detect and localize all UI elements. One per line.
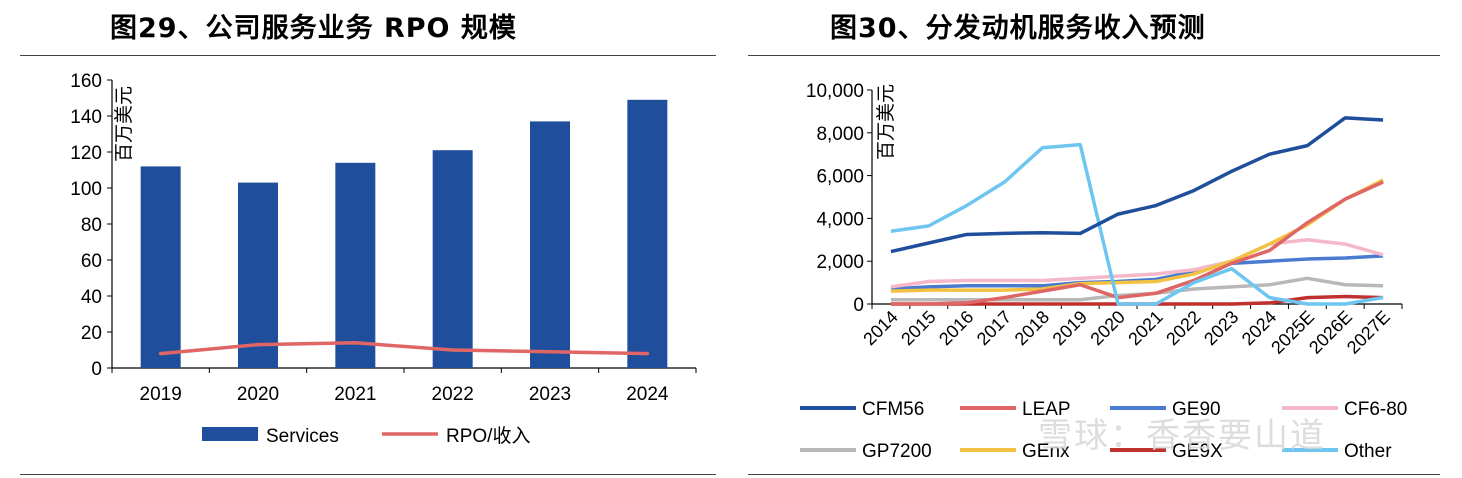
x-tick-label: 2019 [1049, 307, 1091, 349]
legend-label-Other: Other [1344, 441, 1392, 462]
legend-label-GP7200: GP7200 [862, 441, 932, 462]
x-tick-label: 2023 [1200, 307, 1242, 349]
legend-label-GEnx: GEnx [1022, 441, 1070, 462]
bar-2019 [140, 166, 181, 368]
y-axis-label: 百万美元 [875, 84, 897, 160]
line-point [645, 351, 650, 356]
x-tick-label: 2021 [334, 384, 376, 405]
y-tick-label: 120 [70, 143, 102, 164]
y-axis-label: 百万美元 [113, 86, 135, 162]
bar-2020 [238, 182, 278, 368]
y-tick-label: 20 [81, 323, 102, 344]
x-tick-label: 2018 [1011, 307, 1053, 349]
bar-2022 [432, 150, 473, 368]
y-tick-label: 4,000 [816, 209, 864, 230]
line-point [353, 341, 358, 345]
bar-2021 [335, 162, 376, 368]
x-tick-label: 2022 [432, 384, 474, 405]
y-tick-label: 10,000 [806, 81, 864, 102]
y-tick-label: 160 [70, 71, 102, 92]
x-tick-label: 2020 [237, 384, 279, 405]
left-bottom-rule [20, 474, 716, 475]
y-tick-label: 0 [853, 295, 864, 316]
x-tick-label: 2019 [140, 384, 182, 405]
bar-2023 [530, 121, 570, 369]
legend-label-services: Services [266, 426, 339, 447]
y-tick-label: 60 [81, 251, 102, 272]
series-line-GE90 [890, 254, 1384, 291]
legend-label-CFM56: CFM56 [862, 399, 924, 420]
legend-label-LEAP: LEAP [1022, 399, 1071, 420]
x-tick-label: 2027E [1343, 307, 1394, 358]
right-bottom-rule [748, 474, 1440, 475]
right-title-rule [748, 55, 1440, 56]
legend-label-CF6-80: CF6-80 [1344, 399, 1407, 420]
x-tick-label: 2017 [973, 307, 1015, 349]
line-point [548, 350, 552, 354]
y-tick-label: 8,000 [816, 124, 864, 145]
x-tick-label: 2024 [626, 384, 669, 405]
x-tick-label: 2016 [935, 307, 977, 349]
right-panel-title: 图30、分发动机服务收入预测 [830, 13, 1206, 44]
y-tick-label: 0 [91, 359, 102, 380]
legend-label-GE90: GE90 [1172, 399, 1221, 420]
rpo-services-chart: 0 20 40 60 80 100 120 140 160 百万美元 2019 2020 2021 202… [70, 71, 697, 447]
bar-2024 [627, 99, 668, 369]
x-tick-label: 2022 [1162, 307, 1204, 349]
y-tick-label: 140 [70, 107, 102, 128]
line-rpo [160, 341, 648, 356]
x-tick-label: 2015 [897, 307, 939, 349]
series-line-LEAP [890, 180, 1384, 306]
left-panel-title: 图29、公司服务业务 RPO 规模 [110, 13, 517, 44]
y-tick-label: 6,000 [816, 167, 864, 188]
line-point [256, 342, 260, 347]
series-line-CFM56 [890, 116, 1384, 254]
series-line-Other [890, 142, 1384, 306]
x-tick-label: 2021 [1124, 307, 1166, 349]
y-tick-label: 2,000 [816, 252, 864, 273]
x-tick-label: 2014 [859, 307, 901, 349]
line-point [450, 348, 455, 352]
watermark: 雪球：香香要山道 [1038, 416, 1326, 456]
legend-label-rpo: RPO/收入 [446, 425, 530, 447]
series-line-CF6-80 [890, 238, 1384, 289]
left-title-rule [20, 55, 716, 56]
y-tick-label: 80 [81, 215, 102, 236]
legend-swatch-services [202, 427, 258, 441]
legend-label-GE9X: GE9X [1172, 441, 1223, 462]
y-tick-label: 40 [81, 287, 102, 308]
x-tick-label: 2020 [1086, 307, 1128, 349]
x-tick-label: 2023 [529, 384, 571, 405]
y-tick-label: 100 [70, 179, 102, 200]
line-point [158, 351, 163, 356]
